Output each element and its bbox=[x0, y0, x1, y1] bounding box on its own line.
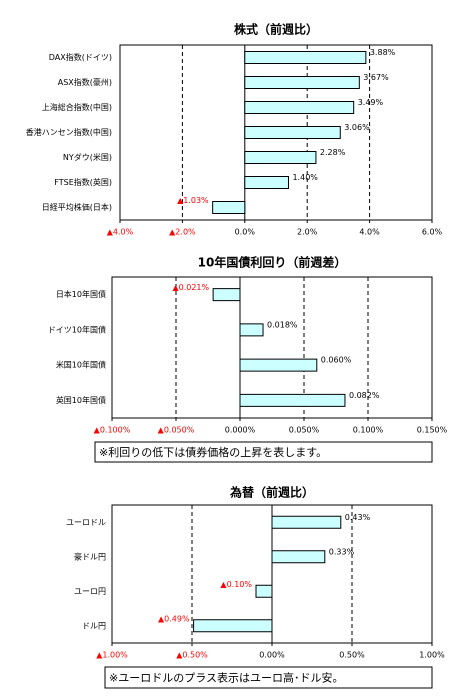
category-label: DAX指数(ドイツ) bbox=[49, 52, 112, 62]
category-label: NYダウ(米国) bbox=[63, 152, 112, 162]
x-tick-label: 0.000% bbox=[225, 426, 256, 435]
x-tick-label: ▲0.50% bbox=[176, 651, 208, 660]
chart-title: 10年国債利回り（前週差） bbox=[198, 255, 347, 270]
x-tick-label: 0.100% bbox=[353, 426, 384, 435]
plot-frame bbox=[111, 276, 433, 419]
chart-title: 為替（前週比） bbox=[230, 485, 314, 500]
category-label: FTSE指数(英国) bbox=[54, 177, 112, 187]
data-label: ▲0.10% bbox=[220, 580, 252, 589]
bar bbox=[271, 515, 342, 529]
note-box bbox=[94, 441, 433, 463]
note: ※ユーロドルのプラス表示はユーロ高･ドル安。 bbox=[109, 671, 344, 685]
category-label: ドイツ10年国債 bbox=[48, 324, 106, 334]
bar bbox=[244, 126, 341, 139]
bar bbox=[212, 288, 241, 302]
bar bbox=[271, 550, 326, 564]
x-tick-label: 4.0% bbox=[359, 228, 380, 237]
bar bbox=[239, 358, 318, 372]
x-tick-label: ▲4.0% bbox=[107, 228, 134, 237]
data-label: 3.88% bbox=[370, 48, 396, 57]
bar bbox=[212, 201, 246, 214]
x-tick-label: 0.50% bbox=[339, 651, 365, 660]
x-tick-label: ▲2.0% bbox=[169, 228, 196, 237]
note: ※利回りの低下は債券価格の上昇を表します。 bbox=[99, 445, 327, 459]
category-label: 香港ハンセン指数(中国) bbox=[26, 127, 112, 137]
category-label: 日経平均株価(日本) bbox=[42, 202, 112, 212]
category-label: 上海総合指数(中国) bbox=[42, 102, 112, 112]
data-label: 0.060% bbox=[321, 356, 352, 365]
chart-title: 株式（前週比） bbox=[234, 22, 318, 37]
category-label: ユーロドル bbox=[66, 518, 106, 527]
bar bbox=[239, 323, 264, 337]
bar bbox=[244, 101, 355, 114]
data-label: 0.43% bbox=[345, 513, 371, 522]
x-tick-label: 0.0% bbox=[235, 228, 256, 237]
note-box bbox=[104, 666, 433, 689]
plot-frame bbox=[119, 44, 433, 221]
category-label: 英国10年国債 bbox=[56, 395, 106, 405]
bar bbox=[244, 151, 317, 164]
data-label: ▲0.49% bbox=[158, 614, 190, 623]
data-label: 3.49% bbox=[358, 98, 384, 107]
bar bbox=[244, 176, 289, 189]
category-label: ユーロ円 bbox=[74, 587, 106, 596]
data-label: 1.40% bbox=[292, 173, 318, 182]
bar bbox=[239, 393, 346, 407]
bar bbox=[193, 619, 273, 633]
x-tick-label: 0.050% bbox=[289, 426, 320, 435]
data-label: 0.082% bbox=[349, 391, 380, 400]
data-label: 0.33% bbox=[329, 547, 355, 556]
x-tick-label: ▲1.00% bbox=[96, 651, 128, 660]
category-label: 日本10年国債 bbox=[56, 289, 106, 299]
x-tick-label: 1.00% bbox=[419, 651, 445, 660]
x-tick-label: 0.00% bbox=[259, 651, 285, 660]
category-label: 米国10年国債 bbox=[56, 360, 106, 370]
category-label: ASX指数(豪州) bbox=[58, 77, 112, 87]
data-label: 2.28% bbox=[320, 148, 346, 157]
bar bbox=[244, 51, 367, 64]
data-label: 0.018% bbox=[267, 320, 298, 329]
data-label: 3.67% bbox=[363, 73, 389, 82]
x-tick-label: 2.0% bbox=[297, 228, 318, 237]
data-label: 3.06% bbox=[344, 123, 370, 132]
bar bbox=[244, 76, 360, 89]
x-tick-label: 0.150% bbox=[417, 426, 448, 435]
data-label: ▲1.03% bbox=[177, 196, 209, 205]
bar bbox=[255, 584, 273, 598]
category-label: 豪ドル円 bbox=[74, 551, 106, 561]
category-label: ドル円 bbox=[82, 621, 106, 630]
x-tick-label: 6.0% bbox=[422, 228, 443, 237]
x-tick-label: ▲0.100% bbox=[94, 426, 131, 435]
x-tick-label: ▲0.050% bbox=[158, 426, 195, 435]
data-label: ▲0.021% bbox=[172, 283, 209, 292]
